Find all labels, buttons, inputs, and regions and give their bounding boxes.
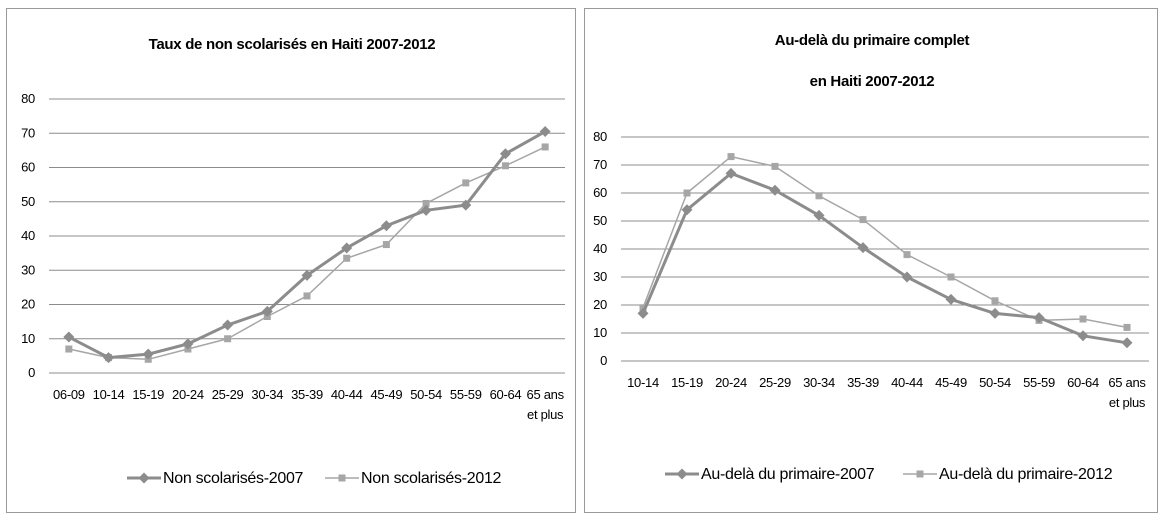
- x-tick-label: 45-49: [371, 387, 403, 402]
- x-tick-label: 40-44: [331, 387, 363, 402]
- y-tick-label: 60: [593, 185, 607, 200]
- data-point: [816, 192, 823, 199]
- x-tick-label: 65 ans: [1108, 375, 1146, 390]
- legend-label: Au-delà du primaire-2012: [939, 466, 1113, 483]
- y-tick-label: 80: [21, 91, 35, 106]
- x-tick-label: et plus: [1109, 395, 1146, 410]
- data-point: [1122, 337, 1133, 348]
- x-tick-label: 20-24: [172, 387, 204, 402]
- y-tick-label: 50: [593, 213, 607, 228]
- series-non-scolaris-s-2012: [65, 143, 548, 362]
- legend-item: Non scolarisés-2012: [325, 470, 502, 487]
- chart-title-line: Taux de non scolarisés en Haiti 2007-201…: [149, 36, 436, 53]
- data-point: [904, 251, 911, 258]
- x-tick-label: 15-19: [671, 375, 703, 390]
- y-tick-label: 50: [21, 194, 35, 209]
- series-au-del-du-primaire-2012: [640, 153, 1131, 331]
- y-tick-label: 70: [21, 125, 35, 140]
- y-tick-label: 30: [21, 262, 35, 277]
- x-tick-label: 06-09: [53, 387, 85, 402]
- data-point: [1034, 312, 1045, 323]
- series-au-del-du-primaire-2007: [638, 168, 1133, 348]
- data-point: [860, 216, 867, 223]
- y-tick-label: 40: [21, 228, 35, 243]
- data-point: [946, 294, 957, 305]
- x-tick-label: 25-29: [759, 375, 791, 390]
- data-point: [542, 143, 549, 150]
- data-point: [224, 335, 231, 342]
- y-tick-label: 60: [21, 160, 35, 175]
- x-tick-label: 55-59: [1023, 375, 1055, 390]
- y-tick-label: 20: [21, 297, 35, 312]
- data-point: [383, 241, 390, 248]
- chart-title-line: en Haiti 2007-2012: [810, 73, 935, 90]
- data-point: [948, 274, 955, 281]
- y-tick-label: 80: [593, 129, 607, 144]
- x-tick-label: 60-64: [490, 387, 522, 402]
- y-tick-label: 0: [28, 365, 35, 380]
- x-tick-label: 35-39: [291, 387, 323, 402]
- data-point: [462, 179, 469, 186]
- data-point: [222, 320, 233, 331]
- data-point: [343, 255, 350, 262]
- x-tick-label: 50-54: [979, 375, 1011, 390]
- y-tick-label: 0: [600, 353, 607, 368]
- data-point: [1078, 330, 1089, 341]
- x-tick-label: et plus: [527, 407, 564, 422]
- chart-au-dela-primaire: Au-delà du primaire complet en Haiti 2007…: [585, 9, 1159, 514]
- data-point: [684, 190, 691, 197]
- x-tick-label: 15-19: [132, 387, 164, 402]
- y-tick-label: 10: [593, 325, 607, 340]
- legend-label: Non scolarisés-2007: [163, 470, 304, 487]
- legend-item: Au-delà du primaire-2012: [903, 466, 1113, 483]
- x-tick-label: 10-14: [627, 375, 659, 390]
- series-line: [643, 173, 1127, 342]
- legend-label: Non scolarisés-2012: [361, 470, 502, 487]
- data-point: [728, 153, 735, 160]
- chart-non-scolarises: Taux de non scolarisés en Haiti 2007-201…: [7, 9, 577, 514]
- y-tick-label: 20: [593, 297, 607, 312]
- data-point: [990, 308, 1001, 319]
- legend-marker: [917, 471, 924, 478]
- data-point: [65, 346, 72, 353]
- chart-title-line: Au-delà du primaire complet: [775, 32, 970, 49]
- x-tick-label: 60-64: [1067, 375, 1099, 390]
- data-point: [992, 297, 999, 304]
- legend-marker: [677, 469, 688, 480]
- x-tick-label: 65 ans: [527, 387, 565, 402]
- data-point: [502, 162, 509, 169]
- data-point: [1080, 316, 1087, 323]
- series-line: [69, 147, 545, 359]
- data-point: [772, 163, 779, 170]
- y-tick-label: 70: [593, 157, 607, 172]
- data-point: [638, 308, 649, 319]
- x-tick-label: 10-14: [93, 387, 125, 402]
- series-line: [69, 132, 545, 358]
- y-tick-label: 30: [593, 269, 607, 284]
- legend-label: Au-delà du primaire-2007: [701, 466, 875, 483]
- x-tick-label: 55-59: [450, 387, 482, 402]
- legend-marker: [339, 475, 346, 482]
- data-point: [63, 332, 74, 343]
- x-tick-label: 25-29: [212, 387, 244, 402]
- data-point: [103, 352, 114, 363]
- data-point: [1124, 324, 1131, 331]
- legend-marker: [139, 473, 150, 484]
- chart-panel-non-scolarises: Taux de non scolarisés en Haiti 2007-201…: [6, 8, 576, 513]
- y-tick-label: 10: [21, 331, 35, 346]
- x-tick-label: 30-34: [803, 375, 835, 390]
- x-tick-label: 20-24: [715, 375, 747, 390]
- legend-item: Non scolarisés-2007: [127, 470, 304, 487]
- x-tick-label: 30-34: [251, 387, 283, 402]
- x-tick-label: 50-54: [410, 387, 442, 402]
- x-tick-label: 35-39: [847, 375, 879, 390]
- y-tick-label: 40: [593, 241, 607, 256]
- chart-panel-au-dela-primaire: Au-delà du primaire complet en Haiti 2007…: [584, 8, 1158, 513]
- x-tick-label: 40-44: [891, 375, 923, 390]
- legend-item: Au-delà du primaire-2007: [665, 466, 875, 483]
- series-line: [643, 157, 1127, 328]
- series-non-scolaris-s-2007: [63, 126, 550, 363]
- x-tick-label: 45-49: [935, 375, 967, 390]
- data-point: [304, 292, 311, 299]
